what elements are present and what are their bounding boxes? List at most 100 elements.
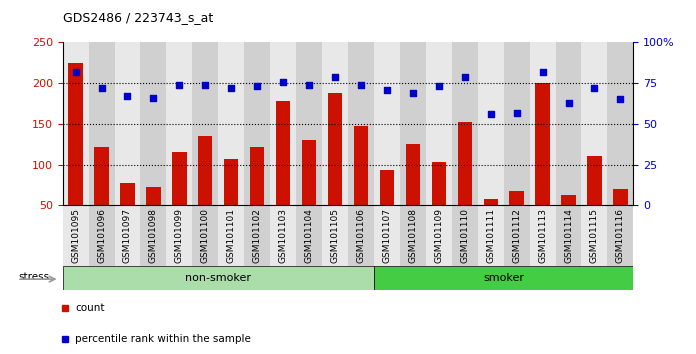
Text: GSM101108: GSM101108 bbox=[409, 208, 418, 263]
Bar bbox=[509, 191, 524, 205]
Bar bbox=[426, 42, 452, 205]
Text: GSM101113: GSM101113 bbox=[538, 208, 547, 263]
Bar bbox=[380, 170, 394, 205]
Point bbox=[303, 82, 315, 88]
Point bbox=[589, 85, 600, 91]
Point bbox=[537, 69, 548, 75]
Bar bbox=[504, 205, 530, 266]
Bar bbox=[95, 147, 109, 205]
Bar bbox=[406, 144, 420, 205]
Bar bbox=[457, 122, 472, 205]
Bar bbox=[555, 205, 581, 266]
Text: GSM101102: GSM101102 bbox=[253, 208, 262, 263]
Bar bbox=[141, 42, 166, 205]
Bar bbox=[581, 42, 608, 205]
FancyBboxPatch shape bbox=[63, 266, 374, 290]
Text: smoker: smoker bbox=[483, 273, 524, 283]
Bar bbox=[535, 83, 550, 205]
Bar bbox=[88, 205, 115, 266]
Text: GSM101098: GSM101098 bbox=[149, 208, 158, 263]
Text: GSM101111: GSM101111 bbox=[487, 208, 495, 263]
Bar bbox=[115, 205, 141, 266]
Text: GSM101097: GSM101097 bbox=[123, 208, 132, 263]
Bar bbox=[608, 205, 633, 266]
Point bbox=[615, 97, 626, 102]
Text: GSM101103: GSM101103 bbox=[278, 208, 287, 263]
Bar bbox=[250, 147, 264, 205]
Point bbox=[511, 110, 522, 115]
Text: GSM101101: GSM101101 bbox=[227, 208, 236, 263]
Text: GSM101110: GSM101110 bbox=[460, 208, 469, 263]
Bar bbox=[555, 42, 581, 205]
Bar bbox=[374, 42, 400, 205]
Bar bbox=[219, 205, 244, 266]
Bar bbox=[477, 205, 504, 266]
Bar bbox=[166, 42, 192, 205]
Point bbox=[356, 82, 367, 88]
Point bbox=[148, 95, 159, 101]
Text: GSM101112: GSM101112 bbox=[512, 208, 521, 263]
Bar bbox=[172, 152, 187, 205]
Point bbox=[485, 111, 496, 117]
Point bbox=[70, 69, 81, 75]
Point bbox=[459, 74, 470, 80]
Bar bbox=[400, 42, 426, 205]
Bar bbox=[400, 205, 426, 266]
Text: GSM101106: GSM101106 bbox=[356, 208, 365, 263]
FancyBboxPatch shape bbox=[374, 266, 633, 290]
Bar bbox=[504, 42, 530, 205]
Text: GSM101109: GSM101109 bbox=[434, 208, 443, 263]
Bar bbox=[452, 205, 477, 266]
Bar bbox=[296, 205, 322, 266]
Bar bbox=[270, 42, 296, 205]
Bar bbox=[562, 195, 576, 205]
Bar bbox=[374, 205, 400, 266]
Bar bbox=[322, 205, 348, 266]
Bar bbox=[219, 42, 244, 205]
Bar bbox=[276, 101, 290, 205]
Bar bbox=[88, 42, 115, 205]
Text: GSM101104: GSM101104 bbox=[305, 208, 314, 263]
Bar bbox=[587, 156, 601, 205]
Point bbox=[278, 79, 289, 84]
Bar bbox=[581, 205, 608, 266]
Bar bbox=[63, 205, 88, 266]
Text: GSM101115: GSM101115 bbox=[590, 208, 599, 263]
Bar bbox=[224, 159, 239, 205]
Text: GSM101107: GSM101107 bbox=[382, 208, 391, 263]
Point bbox=[252, 84, 263, 89]
Point bbox=[122, 93, 133, 99]
Bar bbox=[302, 140, 316, 205]
Bar bbox=[530, 205, 555, 266]
Bar bbox=[608, 42, 633, 205]
Bar bbox=[244, 205, 270, 266]
Bar bbox=[484, 199, 498, 205]
Bar bbox=[322, 42, 348, 205]
Text: GSM101114: GSM101114 bbox=[564, 208, 573, 263]
Bar bbox=[348, 205, 374, 266]
Point bbox=[200, 82, 211, 88]
Bar bbox=[192, 205, 219, 266]
Bar bbox=[120, 183, 134, 205]
Bar bbox=[354, 126, 368, 205]
Bar bbox=[426, 205, 452, 266]
Point bbox=[381, 87, 393, 92]
Text: GSM101100: GSM101100 bbox=[201, 208, 209, 263]
Bar bbox=[141, 205, 166, 266]
Bar bbox=[146, 187, 161, 205]
Text: GSM101095: GSM101095 bbox=[71, 208, 80, 263]
Text: GDS2486 / 223743_s_at: GDS2486 / 223743_s_at bbox=[63, 11, 213, 24]
Point bbox=[563, 100, 574, 105]
Bar bbox=[192, 42, 219, 205]
Bar bbox=[328, 93, 342, 205]
Point bbox=[174, 82, 185, 88]
Bar bbox=[530, 42, 555, 205]
Point bbox=[329, 74, 340, 80]
Bar bbox=[68, 63, 83, 205]
Bar bbox=[270, 205, 296, 266]
Point bbox=[96, 85, 107, 91]
Bar bbox=[166, 205, 192, 266]
Text: GSM101099: GSM101099 bbox=[175, 208, 184, 263]
Point bbox=[433, 84, 444, 89]
Bar bbox=[452, 42, 477, 205]
